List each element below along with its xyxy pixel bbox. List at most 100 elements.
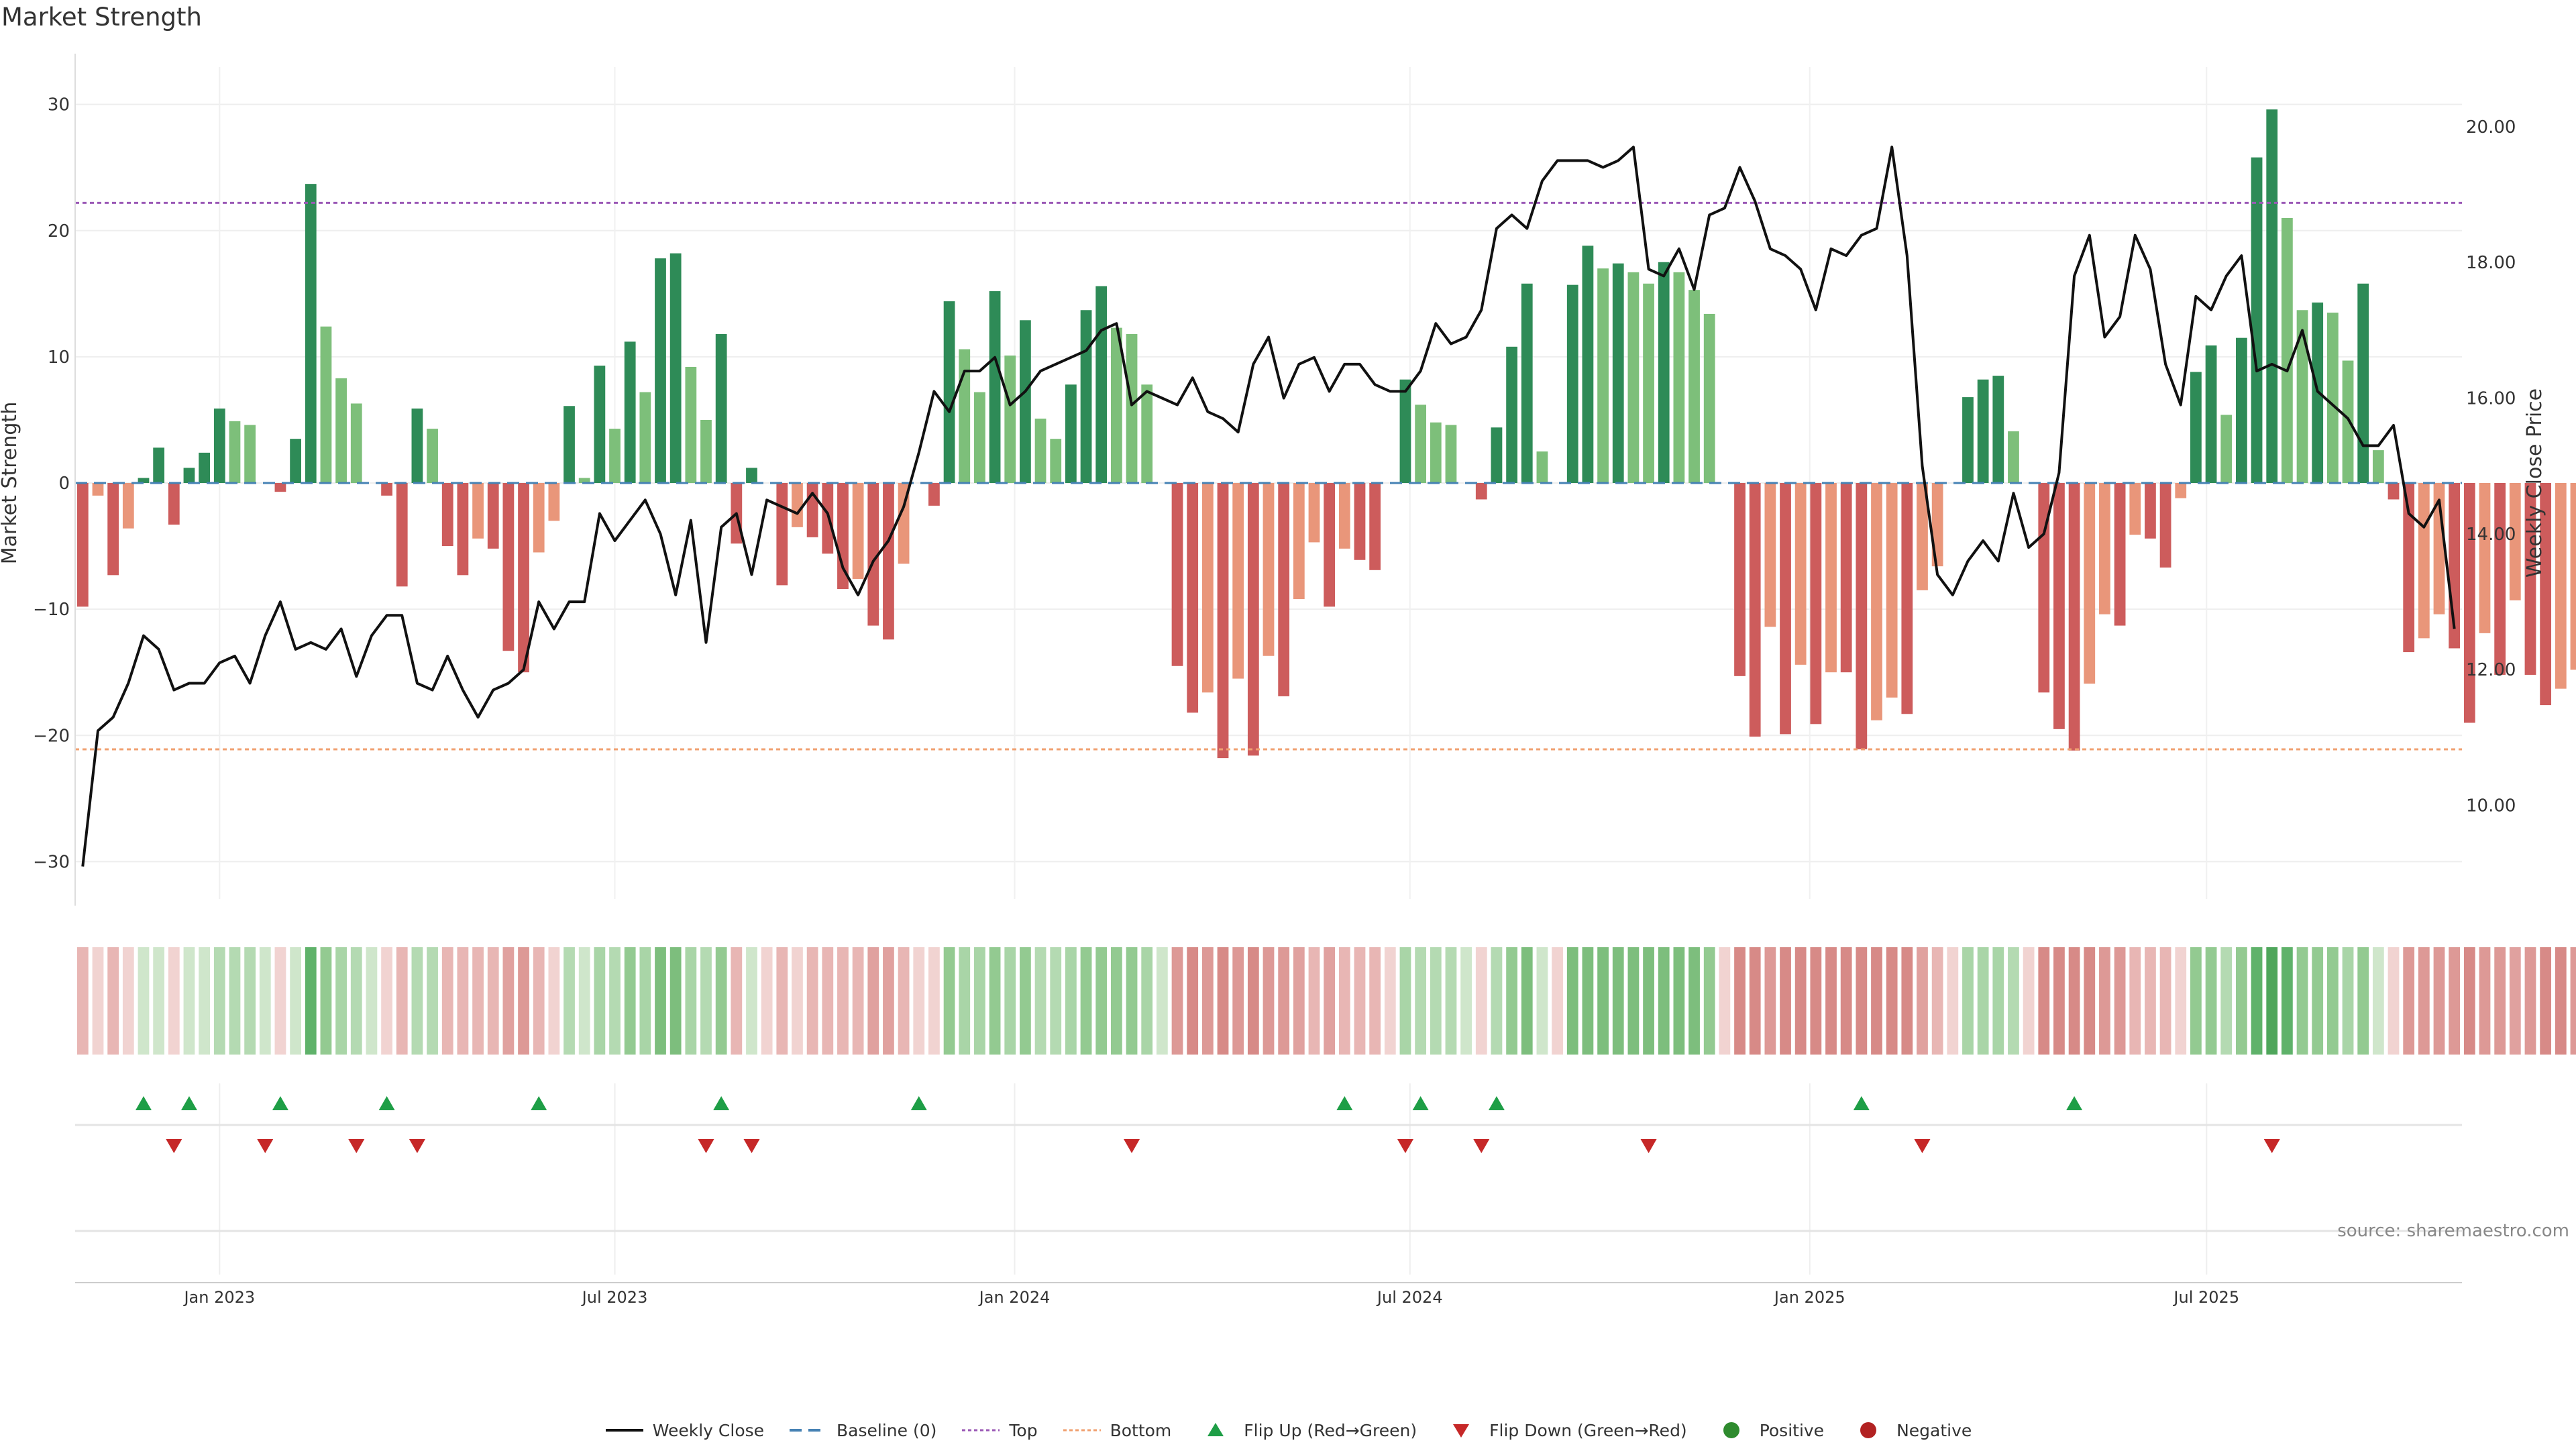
heat-cell: [1977, 947, 1989, 1055]
negative-bar: [472, 483, 484, 539]
positive-bar: [974, 392, 985, 483]
negative-bar: [1171, 483, 1183, 666]
negative-bar: [2387, 483, 2400, 500]
heat-cell: [2175, 947, 2187, 1055]
heat-cell: [1308, 947, 1320, 1055]
negative-bar: [867, 483, 879, 626]
flip-up-marker: [1336, 1096, 1353, 1110]
heat-cell: [2524, 947, 2536, 1055]
heat-cell: [898, 947, 910, 1055]
heat-cell: [396, 947, 408, 1055]
legend-item-bottom: Bottom: [1062, 1420, 1171, 1440]
flip-up-marker: [713, 1096, 730, 1110]
positive-bar: [1673, 272, 1685, 483]
heat-cell: [669, 947, 682, 1055]
positive-bar: [2326, 313, 2339, 483]
heat-cell: [655, 947, 666, 1055]
negative-bar: [1232, 483, 1244, 679]
chart-title: Market Strength: [1, 3, 202, 32]
heat-cell: [2145, 947, 2156, 1055]
positive-bar: [2342, 360, 2354, 483]
legend-label-baseline: Baseline (0): [837, 1420, 937, 1440]
flip-down-marker: [698, 1139, 714, 1153]
heat-cell: [2114, 947, 2126, 1055]
heat-cell: [1734, 947, 1746, 1055]
heat-cell: [1506, 947, 1517, 1055]
heat-cell: [305, 947, 317, 1055]
flip-markers-panel: [75, 1096, 2462, 1153]
heat-cell: [1004, 947, 1016, 1055]
negative-bar: [502, 483, 515, 651]
heat-cell: [1582, 947, 1594, 1055]
heat-cell: [1384, 947, 1396, 1055]
negative-bar: [1734, 483, 1746, 676]
heat-cell: [1399, 947, 1411, 1055]
heat-cell: [1430, 947, 1442, 1055]
heat-cell: [1278, 947, 1290, 1055]
heat-cell: [138, 947, 150, 1055]
heat-cell: [2357, 947, 2369, 1055]
heat-cell: [1688, 947, 1700, 1055]
heat-cell: [806, 947, 818, 1055]
x-tick-label: Jan 2023: [182, 1288, 255, 1307]
legend-swatch-flip-down: [1453, 1424, 1470, 1438]
negative-bar: [1780, 483, 1791, 735]
negative-bar: [883, 483, 894, 640]
negative-bar: [122, 483, 134, 529]
positive-bar: [1703, 313, 1715, 483]
negative-bar: [1810, 483, 1822, 724]
negative-bar: [487, 483, 499, 549]
heat-cell: [2038, 947, 2050, 1055]
strength-bars: [76, 109, 2576, 759]
legend-swatch-positive: [1723, 1422, 1739, 1438]
heat-cell: [1324, 947, 1336, 1055]
positive-bar: [2190, 372, 2202, 483]
positive-bar: [2281, 217, 2293, 483]
negative-bar: [776, 483, 788, 586]
heat-cell: [274, 947, 286, 1055]
positive-bar: [1095, 286, 1108, 483]
heat-cell: [2433, 947, 2445, 1055]
heat-cell: [2494, 947, 2506, 1055]
legend-swatch-bottom: [1063, 1429, 1101, 1432]
positive-bar: [578, 478, 590, 483]
negative-bar: [1293, 483, 1305, 600]
x-tick-label: Jan 2024: [978, 1288, 1051, 1307]
negative-bar: [76, 483, 89, 607]
positive-bar: [1992, 376, 2004, 483]
y-tick-label: −10: [33, 600, 70, 620]
heat-cell: [928, 947, 940, 1055]
heat-cell: [1673, 947, 1685, 1055]
heat-cell: [518, 947, 529, 1055]
flip-up-marker: [1853, 1096, 1870, 1110]
heat-cell: [1856, 947, 1868, 1055]
positive-bar: [2296, 310, 2308, 483]
heat-cell: [2449, 947, 2461, 1055]
heat-cell: [1627, 947, 1640, 1055]
heat-cell: [2509, 947, 2521, 1055]
positive-bar: [2220, 415, 2233, 483]
heat-cell: [1810, 947, 1822, 1055]
heat-cell: [1065, 947, 1077, 1055]
positive-bar: [655, 258, 666, 483]
negative-bar: [1749, 483, 1761, 737]
heat-cell: [548, 947, 560, 1055]
heat-cell: [1840, 947, 1852, 1055]
flip-down-marker: [1640, 1139, 1657, 1153]
positive-bar: [1977, 379, 1989, 483]
negative-bar: [168, 483, 180, 525]
positive-bar: [229, 421, 241, 483]
positive-bar: [1430, 422, 1442, 483]
heat-cell: [76, 947, 89, 1055]
positive-bar: [1080, 310, 1092, 483]
negative-bar: [2159, 483, 2171, 568]
negative-bar: [928, 483, 940, 506]
positive-bar: [1566, 284, 1578, 483]
negative-bar: [1901, 483, 1913, 714]
heat-cell: [609, 947, 621, 1055]
heat-cell: [1232, 947, 1244, 1055]
heat-cell: [564, 947, 575, 1055]
positive-bar: [1612, 263, 1624, 483]
positive-bar: [1643, 283, 1654, 483]
heat-cell: [1886, 947, 1898, 1055]
